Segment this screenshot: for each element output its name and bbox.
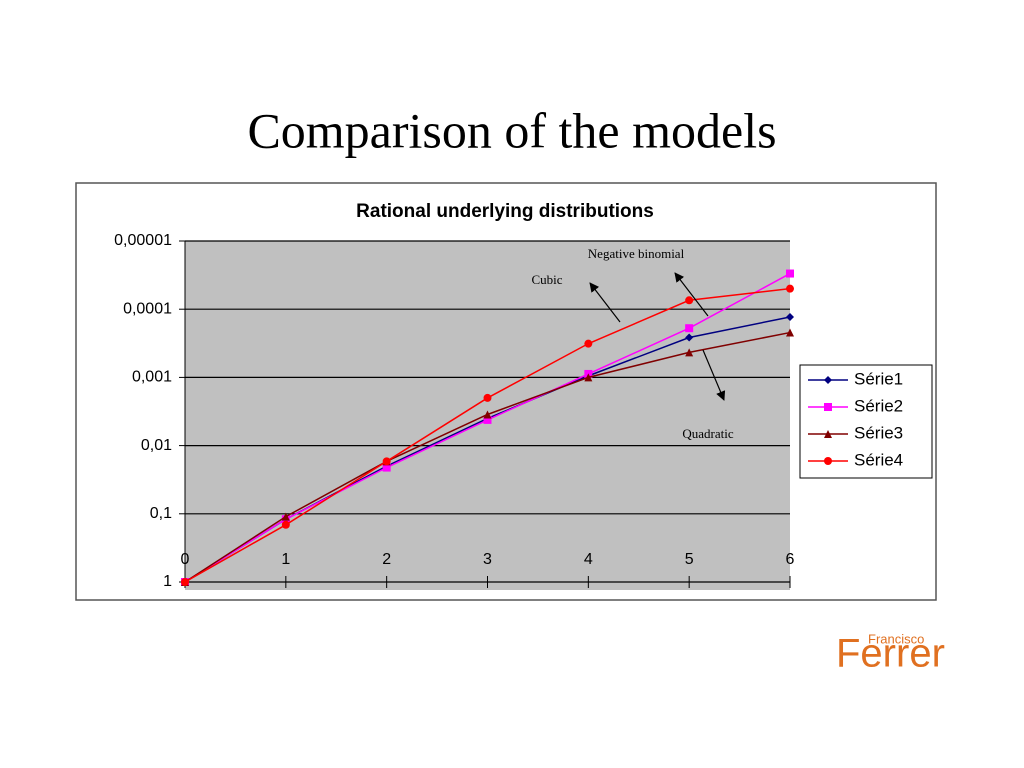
annotation: Cubic [531, 272, 562, 287]
chart-title: Rational underlying distributions [356, 201, 654, 222]
marker [281, 512, 290, 521]
marker [685, 324, 694, 333]
legend-label: Série4 [854, 450, 903, 469]
marker [824, 376, 832, 384]
marker [483, 393, 492, 402]
y-tick-label: 0,001 [132, 369, 172, 386]
y-tick-label: 0,00001 [114, 232, 172, 249]
logo: Ferrer [836, 632, 945, 676]
slide-title: Comparison of the models [247, 102, 776, 158]
legend-label: Série1 [854, 369, 903, 388]
marker [824, 457, 832, 465]
marker [483, 410, 492, 419]
y-tick-label: 0,0001 [123, 300, 172, 317]
marker [824, 430, 832, 438]
x-tick-label: 3 [483, 551, 492, 568]
y-tick-label: 0,01 [141, 437, 172, 454]
marker [382, 463, 391, 472]
x-tick-label: 5 [685, 551, 694, 568]
x-tick-label: 4 [584, 551, 593, 568]
marker [824, 403, 832, 411]
marker [584, 339, 593, 348]
marker [786, 328, 794, 337]
marker [281, 520, 290, 529]
marker [382, 457, 391, 466]
x-tick-label: 0 [181, 551, 190, 568]
y-tick-label: 0,1 [150, 505, 172, 522]
marker [584, 373, 593, 382]
x-tick-label: 6 [786, 551, 795, 568]
annotation: Quadratic [682, 426, 733, 441]
marker [181, 578, 189, 586]
annotation: Negative binomial [588, 246, 685, 261]
x-tick-label: 2 [382, 551, 391, 568]
x-tick-label: 1 [281, 551, 290, 568]
legend-label: Série3 [854, 423, 903, 442]
marker [483, 415, 492, 424]
legend [799, 364, 933, 479]
y-tick-label: 1 [163, 573, 172, 590]
marker [786, 284, 794, 293]
marker [685, 348, 694, 357]
marker [685, 333, 694, 342]
logo-small: Francisco [868, 631, 924, 646]
arrow [702, 349, 726, 401]
arrow [674, 272, 709, 317]
legend-label: Série2 [854, 396, 903, 415]
marker [786, 269, 794, 278]
marker [685, 296, 694, 305]
marker [786, 312, 794, 321]
arrow [589, 282, 621, 323]
